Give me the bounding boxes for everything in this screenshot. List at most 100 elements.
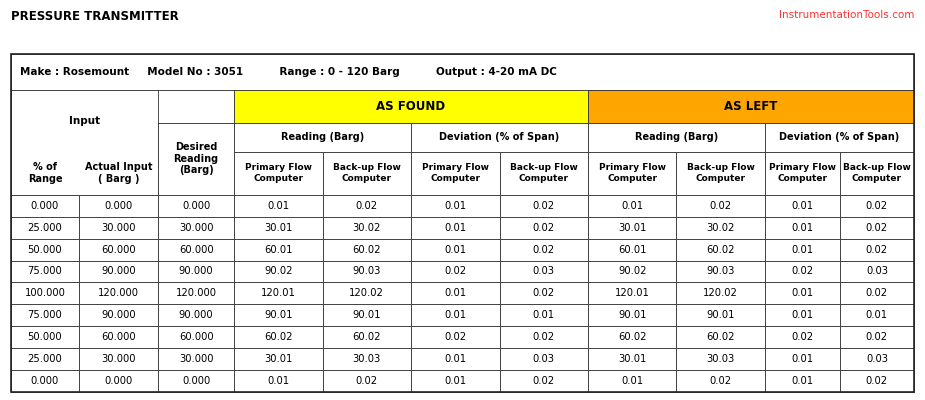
- Text: 0.02: 0.02: [533, 223, 555, 233]
- Bar: [158, 260, 234, 282]
- Bar: [500, 239, 588, 260]
- Bar: [79, 152, 158, 195]
- Bar: [676, 304, 765, 326]
- Text: 0.02: 0.02: [533, 244, 555, 254]
- Text: Reading (Barg): Reading (Barg): [635, 132, 718, 142]
- Bar: [234, 239, 323, 260]
- Bar: [765, 326, 840, 348]
- Text: 90.000: 90.000: [179, 266, 214, 276]
- Text: 60.000: 60.000: [179, 244, 214, 254]
- Bar: [500, 304, 588, 326]
- Bar: [840, 370, 914, 392]
- Bar: [588, 282, 676, 304]
- Text: 90.01: 90.01: [264, 310, 292, 320]
- Text: 60.000: 60.000: [101, 244, 136, 254]
- Bar: [323, 152, 411, 195]
- Text: 0.000: 0.000: [105, 376, 132, 386]
- Text: 120.01: 120.01: [615, 288, 649, 298]
- Text: 0.01: 0.01: [444, 223, 466, 233]
- Bar: [500, 370, 588, 392]
- Text: 75.000: 75.000: [28, 266, 62, 276]
- Bar: [676, 282, 765, 304]
- Text: 30.01: 30.01: [265, 354, 292, 364]
- Bar: [411, 326, 500, 348]
- Text: Primary Flow
Computer: Primary Flow Computer: [769, 164, 836, 183]
- Text: 0.01: 0.01: [444, 354, 466, 364]
- Bar: [500, 195, 588, 217]
- Bar: [11, 326, 79, 348]
- Bar: [411, 195, 500, 217]
- Bar: [234, 152, 323, 195]
- Bar: [840, 326, 914, 348]
- Text: 0.02: 0.02: [866, 244, 888, 254]
- Bar: [500, 326, 588, 348]
- Bar: [840, 348, 914, 370]
- Text: Primary Flow
Computer: Primary Flow Computer: [245, 164, 312, 183]
- Bar: [323, 217, 411, 239]
- Text: 90.01: 90.01: [707, 310, 735, 320]
- Bar: [234, 195, 323, 217]
- Text: Back-up Flow
Computer: Back-up Flow Computer: [510, 164, 578, 183]
- Bar: [411, 217, 500, 239]
- Text: 30.01: 30.01: [265, 223, 292, 233]
- Bar: [588, 90, 914, 123]
- Text: 0.000: 0.000: [31, 376, 59, 386]
- Bar: [411, 123, 588, 152]
- Text: 90.02: 90.02: [264, 266, 292, 276]
- Text: 60.02: 60.02: [264, 332, 292, 342]
- Text: 0.02: 0.02: [709, 201, 732, 211]
- Bar: [411, 370, 500, 392]
- Bar: [323, 195, 411, 217]
- Bar: [840, 195, 914, 217]
- Bar: [840, 239, 914, 260]
- Text: 0.000: 0.000: [31, 201, 59, 211]
- Bar: [11, 239, 79, 260]
- Bar: [588, 195, 676, 217]
- Text: 0.01: 0.01: [792, 201, 813, 211]
- Text: 90.000: 90.000: [101, 310, 136, 320]
- Text: 0.02: 0.02: [866, 201, 888, 211]
- Text: 90.01: 90.01: [352, 310, 381, 320]
- Bar: [234, 217, 323, 239]
- Bar: [588, 217, 676, 239]
- Bar: [11, 282, 79, 304]
- Bar: [588, 260, 676, 282]
- Text: 60.01: 60.01: [264, 244, 292, 254]
- Text: 0.02: 0.02: [866, 376, 888, 386]
- Bar: [158, 370, 234, 392]
- Text: Primary Flow
Computer: Primary Flow Computer: [598, 164, 666, 183]
- Text: 0.02: 0.02: [792, 332, 813, 342]
- Text: 50.000: 50.000: [28, 244, 62, 254]
- Bar: [323, 348, 411, 370]
- Text: 0.01: 0.01: [267, 201, 290, 211]
- Bar: [765, 348, 840, 370]
- Text: 0.01: 0.01: [444, 244, 466, 254]
- Text: 90.03: 90.03: [707, 266, 734, 276]
- Bar: [158, 348, 234, 370]
- Text: 0.01: 0.01: [792, 310, 813, 320]
- Text: 30.03: 30.03: [352, 354, 381, 364]
- Bar: [11, 217, 79, 239]
- Bar: [676, 195, 765, 217]
- Text: 90.03: 90.03: [352, 266, 381, 276]
- Text: Input: Input: [69, 116, 100, 126]
- Text: 0.02: 0.02: [533, 288, 555, 298]
- Bar: [588, 348, 676, 370]
- Text: 0.02: 0.02: [866, 332, 888, 342]
- Text: PRESSURE TRANSMITTER: PRESSURE TRANSMITTER: [11, 10, 179, 23]
- Bar: [234, 304, 323, 326]
- Bar: [79, 260, 158, 282]
- Bar: [158, 282, 234, 304]
- Text: 0.01: 0.01: [444, 201, 466, 211]
- Text: 0.02: 0.02: [533, 201, 555, 211]
- Text: 120.02: 120.02: [350, 288, 384, 298]
- Text: 0.000: 0.000: [105, 201, 132, 211]
- Text: 30.000: 30.000: [101, 223, 136, 233]
- Bar: [234, 282, 323, 304]
- Text: 120.02: 120.02: [703, 288, 738, 298]
- Text: 25.000: 25.000: [28, 354, 62, 364]
- Bar: [500, 152, 588, 195]
- Text: Deviation (% of Span): Deviation (% of Span): [779, 132, 899, 142]
- Bar: [158, 123, 234, 195]
- Bar: [234, 123, 411, 152]
